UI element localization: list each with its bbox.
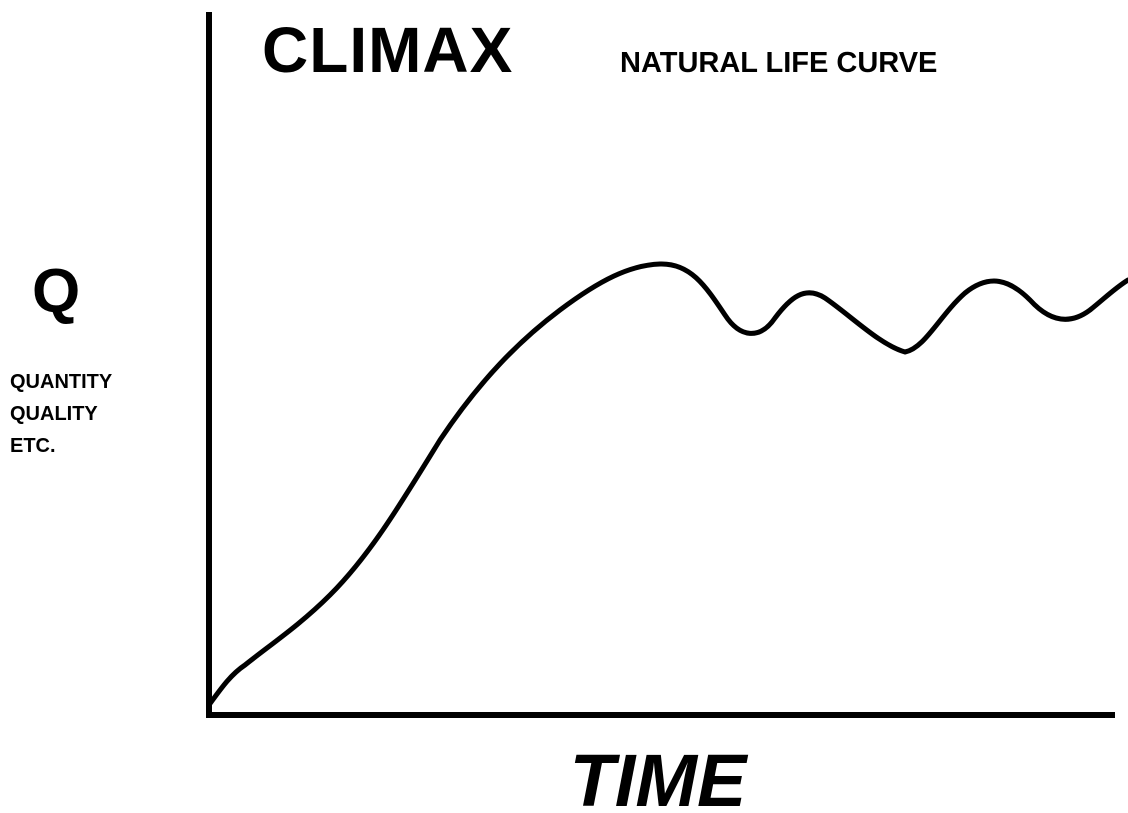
y-label-line: ETC. bbox=[10, 435, 56, 457]
y-label-line: QUALITY bbox=[10, 403, 98, 425]
subtitle: NATURAL LIFE CURVE bbox=[620, 47, 937, 79]
y-label-line: QUANTITY bbox=[10, 371, 113, 393]
life-curve bbox=[206, 261, 1128, 708]
x-label: TIME bbox=[570, 739, 749, 813]
title: CLIMAX bbox=[262, 14, 513, 86]
y-symbol: Q bbox=[32, 257, 80, 326]
